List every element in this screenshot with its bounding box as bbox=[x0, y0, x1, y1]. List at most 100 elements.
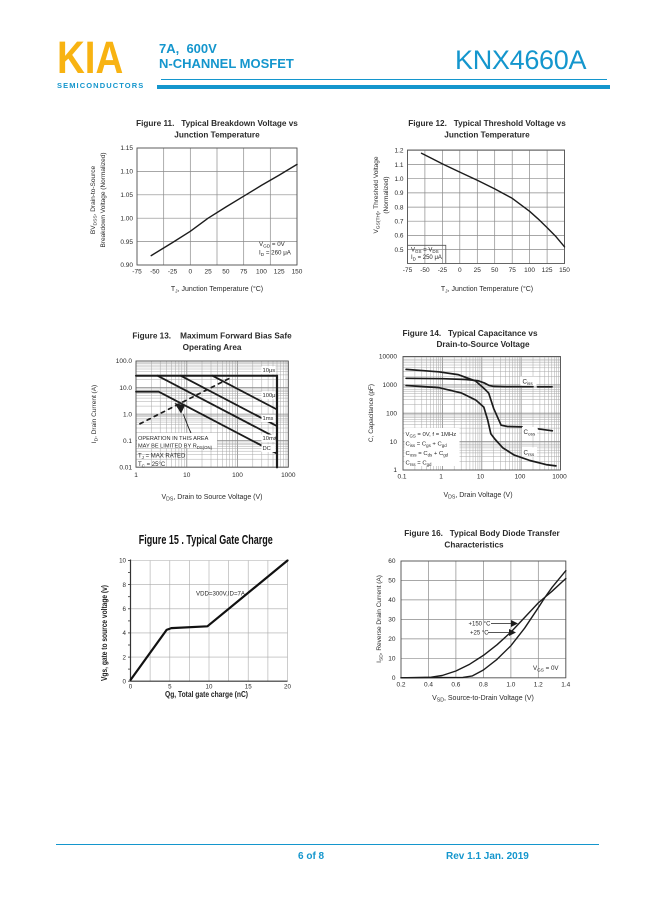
svg-text:0.9: 0.9 bbox=[394, 190, 403, 197]
svg-text:Figure 16. Typical Body Diod: Figure 16. Typical Body Diode Transfer bbox=[404, 529, 560, 538]
svg-text:VGS = VDS: VGS = VDS bbox=[411, 248, 439, 255]
svg-text:TJ, Junction Temperature (°C): TJ, Junction Temperature (°C) bbox=[171, 285, 263, 295]
svg-text:1.15: 1.15 bbox=[120, 145, 133, 152]
svg-text:1.05: 1.05 bbox=[120, 192, 133, 199]
svg-text:50: 50 bbox=[491, 267, 499, 274]
svg-text:0.01: 0.01 bbox=[119, 464, 132, 471]
svg-text:10μs: 10μs bbox=[263, 368, 276, 374]
svg-text:50: 50 bbox=[222, 269, 230, 276]
svg-text:0.4: 0.4 bbox=[424, 681, 433, 688]
svg-text:10ms: 10ms bbox=[263, 436, 277, 442]
svg-text:0.2: 0.2 bbox=[396, 681, 405, 688]
svg-text:75: 75 bbox=[240, 269, 248, 276]
svg-text:20: 20 bbox=[284, 684, 291, 691]
svg-text:-25: -25 bbox=[168, 269, 178, 276]
svg-text:TJ = MAX RATED: TJ = MAX RATED bbox=[138, 454, 186, 461]
svg-text:8: 8 bbox=[123, 582, 127, 589]
svg-text:1.2: 1.2 bbox=[394, 148, 403, 155]
svg-text:150: 150 bbox=[559, 267, 570, 274]
svg-text:+25 °C: +25 °C bbox=[470, 631, 489, 637]
svg-text:Drain-to-Source Voltage: Drain-to-Source Voltage bbox=[436, 340, 530, 349]
svg-text:0.6: 0.6 bbox=[394, 233, 403, 240]
svg-text:30: 30 bbox=[388, 617, 396, 624]
svg-text:150: 150 bbox=[292, 269, 303, 276]
svg-text:1.1: 1.1 bbox=[394, 162, 403, 169]
svg-text:-25: -25 bbox=[438, 267, 448, 274]
svg-text:1.0: 1.0 bbox=[506, 681, 515, 688]
svg-text:1.0: 1.0 bbox=[394, 176, 403, 183]
svg-text:100μs: 100μs bbox=[263, 393, 279, 399]
svg-text:0.5: 0.5 bbox=[394, 247, 403, 254]
svg-text:0.6: 0.6 bbox=[451, 681, 460, 688]
svg-text:+150 °C: +150 °C bbox=[469, 622, 492, 628]
svg-text:100: 100 bbox=[524, 267, 535, 274]
svg-text:0: 0 bbox=[123, 678, 127, 685]
svg-text:1.10: 1.10 bbox=[120, 169, 133, 176]
svg-text:25: 25 bbox=[204, 269, 212, 276]
svg-text:1.2: 1.2 bbox=[534, 681, 543, 688]
svg-text:Figure 15 . Typical Gate Charg: Figure 15 . Typical Gate Charge bbox=[139, 532, 273, 547]
svg-text:100: 100 bbox=[232, 472, 243, 479]
svg-text:75: 75 bbox=[509, 267, 517, 274]
svg-text:10.0: 10.0 bbox=[119, 385, 132, 392]
svg-text:Qg, Total gate charge (nC): Qg, Total gate charge (nC) bbox=[165, 690, 248, 699]
svg-text:0: 0 bbox=[129, 684, 133, 691]
svg-text:0.8: 0.8 bbox=[394, 204, 403, 211]
svg-text:0: 0 bbox=[392, 675, 396, 682]
svg-text:VSD, Source-to-Drain Voltage (: VSD, Source-to-Drain Voltage (V) bbox=[432, 695, 534, 704]
svg-text:1000: 1000 bbox=[552, 474, 567, 481]
svg-text:VDS, Drain to Source Voltage (: VDS, Drain to Source Voltage (V) bbox=[162, 494, 263, 503]
svg-text:Coss = Cds + Cgd: Coss = Cds + Cgd bbox=[406, 451, 449, 458]
svg-text:Crss: Crss bbox=[524, 450, 535, 458]
svg-text:0.1: 0.1 bbox=[397, 474, 406, 481]
svg-text:10: 10 bbox=[390, 439, 398, 446]
svg-text:100: 100 bbox=[256, 269, 267, 276]
svg-text:0.90: 0.90 bbox=[120, 262, 133, 269]
svg-text:Figure 14. Typical Capacitan: Figure 14. Typical Capacitance vs bbox=[403, 329, 538, 338]
svg-text:10: 10 bbox=[183, 472, 191, 479]
svg-text:Junction Temperature: Junction Temperature bbox=[174, 131, 260, 140]
svg-text:ID = 260 μA: ID = 260 μA bbox=[259, 250, 292, 258]
svg-text:40: 40 bbox=[388, 597, 396, 604]
svg-text:Characteristics: Characteristics bbox=[444, 541, 504, 550]
svg-text:1: 1 bbox=[439, 474, 443, 481]
svg-text:0: 0 bbox=[458, 267, 462, 274]
svg-text:10: 10 bbox=[477, 474, 485, 481]
svg-text:Ciss: Ciss bbox=[523, 379, 534, 387]
svg-text:VGS(TH), Threshold Voltage: VGS(TH), Threshold Voltage bbox=[373, 156, 382, 233]
svg-text:1.00: 1.00 bbox=[120, 215, 133, 222]
svg-text:Figure 12. Typical Threshold: Figure 12. Typical Threshold Voltage vs bbox=[408, 119, 566, 128]
svg-text:100.0: 100.0 bbox=[116, 358, 133, 365]
svg-text:Vgs, gate to source voltage (v: Vgs, gate to source voltage (v) bbox=[100, 585, 109, 681]
svg-text:Coss: Coss bbox=[524, 429, 536, 437]
svg-text:25: 25 bbox=[474, 267, 482, 274]
svg-text:50: 50 bbox=[388, 578, 396, 585]
svg-text:1000: 1000 bbox=[383, 382, 398, 389]
svg-text:0.8: 0.8 bbox=[479, 681, 488, 688]
svg-text:Crss = Cgd: Crss = Cgd bbox=[406, 461, 433, 468]
svg-text:Operating Area: Operating Area bbox=[183, 343, 242, 352]
svg-text:ISD, Reverse Drain Current (A): ISD, Reverse Drain Current (A) bbox=[376, 575, 385, 663]
svg-text:Breakdown Voltage (Normalized): Breakdown Voltage (Normalized) bbox=[100, 152, 107, 247]
svg-text:10: 10 bbox=[388, 656, 396, 663]
svg-text:BVDSS, Drain-to-Source: BVDSS, Drain-to-Source bbox=[90, 166, 99, 235]
svg-text:1000: 1000 bbox=[281, 472, 296, 479]
svg-text:125: 125 bbox=[274, 269, 285, 276]
svg-text:4: 4 bbox=[123, 630, 127, 637]
svg-text:(Normalized): (Normalized) bbox=[383, 176, 390, 213]
svg-text:1ms: 1ms bbox=[263, 416, 274, 422]
svg-text:ID, Drain Current (A): ID, Drain Current (A) bbox=[91, 385, 100, 443]
svg-text:0.1: 0.1 bbox=[123, 438, 132, 445]
svg-text:2: 2 bbox=[123, 654, 127, 661]
svg-text:VDS, Drain Voltage (V): VDS, Drain Voltage (V) bbox=[443, 492, 512, 501]
svg-text:OPERATION IN THIS AREA: OPERATION IN THIS AREA bbox=[138, 436, 209, 442]
svg-text:10: 10 bbox=[119, 558, 126, 565]
svg-text:1.4: 1.4 bbox=[561, 681, 570, 688]
svg-text:1: 1 bbox=[134, 472, 138, 479]
svg-text:20: 20 bbox=[388, 636, 396, 643]
svg-text:15: 15 bbox=[245, 684, 252, 691]
svg-text:Junction Temperature: Junction Temperature bbox=[444, 131, 530, 140]
svg-text:100: 100 bbox=[386, 410, 397, 417]
svg-text:MAY BE LIMITED BY RDS(ON): MAY BE LIMITED BY RDS(ON) bbox=[138, 444, 213, 451]
svg-text:0.7: 0.7 bbox=[394, 218, 403, 225]
